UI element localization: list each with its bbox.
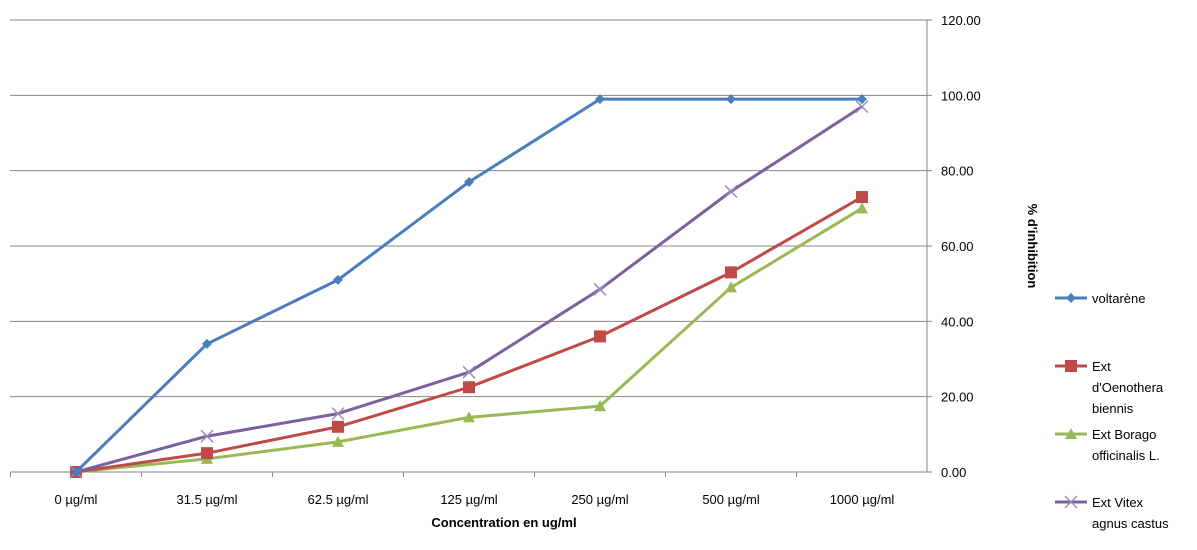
- legend-item: Ext Borago officinalis L.: [1055, 427, 1160, 463]
- legend-swatch-marker: [1065, 360, 1077, 372]
- data-point: [201, 447, 213, 460]
- y-tick-label: 60.00: [941, 239, 974, 254]
- series-2: [70, 202, 868, 477]
- series-lines: [69, 94, 869, 479]
- data-point: [333, 274, 343, 285]
- data-point: [726, 94, 736, 105]
- data-point: [200, 429, 214, 443]
- data-point: [855, 100, 869, 114]
- series-1: [70, 191, 868, 478]
- legend-swatch-marker: [1065, 428, 1077, 439]
- y-tick-label: 120.00: [941, 13, 981, 28]
- x-tick-label: 31.5 µg/ml: [177, 492, 238, 507]
- data-point: [71, 467, 81, 477]
- x-axis-ticks: 0 µg/ml 31.5 µg/ml 62.5 µg/ml 125 µg/ml 250 …: [10, 472, 895, 507]
- y-tick-label: 20.00: [941, 390, 974, 405]
- data-point: [857, 94, 867, 105]
- x-tick-label: 250 µg/ml: [571, 492, 628, 507]
- series-line: [75, 195, 863, 474]
- y-axis-ticks: 0.00 20.00 40.00 60.00 80.00 100.00 120.00: [926, 13, 981, 480]
- y-tick-label: 80.00: [941, 164, 974, 179]
- x-tick-label: 0 µg/ml: [55, 492, 98, 507]
- legend-label: voltarène: [1092, 291, 1145, 306]
- data-point: [462, 365, 476, 379]
- y-tick-label: 40.00: [941, 314, 974, 329]
- legend-swatch-marker: [1066, 293, 1076, 303]
- series-0: [71, 94, 867, 477]
- data-point: [463, 381, 475, 394]
- legend-item: Ext d'Oenothera biennis: [1055, 359, 1164, 416]
- gridlines: [10, 19, 927, 473]
- legend-label: Ext Vitex agnus castus: [1092, 495, 1169, 531]
- x-tick-label: 1000 µg/ml: [830, 492, 895, 507]
- x-axis-title: Concentration en ug/ml: [431, 515, 576, 530]
- x-tick-label: 62.5 µg/ml: [308, 492, 369, 507]
- data-point: [594, 330, 606, 343]
- data-point: [332, 435, 344, 447]
- x-tick-label: 125 µg/ml: [440, 492, 497, 507]
- y-tick-label: 0.00: [941, 465, 966, 480]
- data-point: [725, 266, 737, 279]
- legend-label: Ext Borago officinalis L.: [1092, 427, 1160, 463]
- legend-item: voltarène: [1055, 291, 1145, 306]
- data-point: [464, 176, 474, 187]
- data-point: [331, 407, 345, 421]
- y-tick-label: 100.00: [941, 88, 981, 103]
- data-point: [725, 281, 737, 293]
- legend-swatch-marker: [1064, 495, 1078, 509]
- legend-label: Ext d'Oenothera biennis: [1092, 359, 1164, 416]
- data-point: [463, 411, 475, 423]
- legend: voltarène Ext d'Oenothera biennis Ext Borago…: [1055, 291, 1169, 531]
- series-line: [75, 207, 863, 474]
- x-tick-label: 500 µg/ml: [702, 492, 759, 507]
- data-point: [594, 400, 606, 412]
- data-point: [332, 420, 344, 433]
- y-axis-title: % d'inhibition: [1025, 204, 1040, 289]
- data-point: [724, 184, 738, 198]
- legend-item: Ext Vitex agnus castus: [1055, 495, 1169, 531]
- data-point: [595, 94, 605, 105]
- data-point: [856, 202, 868, 214]
- data-point: [593, 282, 607, 296]
- data-point: [202, 338, 212, 349]
- data-point: [856, 191, 868, 204]
